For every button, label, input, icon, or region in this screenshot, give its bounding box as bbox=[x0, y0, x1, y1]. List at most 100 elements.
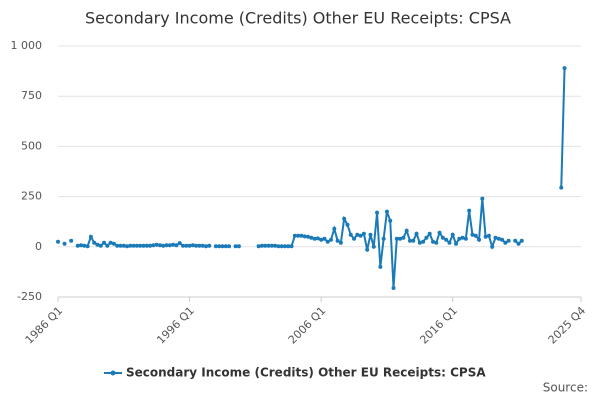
point bbox=[82, 243, 87, 248]
point bbox=[516, 241, 521, 246]
point bbox=[506, 238, 511, 243]
point bbox=[111, 241, 116, 246]
point bbox=[213, 244, 218, 249]
point bbox=[200, 243, 205, 248]
point bbox=[477, 237, 482, 242]
point bbox=[562, 66, 567, 71]
point bbox=[187, 243, 192, 248]
point bbox=[88, 234, 93, 239]
point bbox=[315, 236, 320, 241]
legend-label: Secondary Income (Credits) Other EU Rece… bbox=[126, 366, 486, 380]
point bbox=[358, 233, 363, 238]
point bbox=[434, 240, 439, 245]
point bbox=[263, 243, 268, 248]
point bbox=[444, 237, 449, 242]
point bbox=[417, 240, 422, 245]
x-tick-label: 2016 Q1 bbox=[417, 304, 460, 347]
point bbox=[480, 196, 485, 201]
point bbox=[335, 238, 340, 243]
point bbox=[421, 239, 426, 244]
chart-title: Secondary Income (Credits) Other EU Rece… bbox=[85, 9, 511, 28]
point bbox=[388, 218, 393, 223]
point bbox=[56, 239, 60, 244]
point bbox=[217, 244, 222, 249]
point bbox=[375, 210, 380, 215]
point bbox=[184, 243, 189, 248]
point bbox=[276, 244, 281, 249]
point bbox=[470, 232, 475, 237]
y-tick-label: 750 bbox=[21, 89, 42, 102]
point bbox=[161, 243, 166, 248]
point bbox=[128, 243, 133, 248]
point bbox=[138, 243, 143, 248]
point bbox=[440, 235, 445, 240]
point bbox=[371, 244, 376, 249]
point bbox=[75, 243, 80, 248]
point bbox=[282, 244, 287, 249]
point bbox=[467, 208, 472, 213]
point bbox=[493, 235, 498, 240]
point bbox=[437, 230, 442, 235]
point bbox=[407, 238, 412, 243]
x-tick-label: 1986 Q1 bbox=[23, 304, 66, 347]
point bbox=[95, 242, 100, 247]
point bbox=[486, 233, 491, 238]
point bbox=[319, 237, 324, 242]
point bbox=[457, 236, 462, 241]
point bbox=[125, 244, 130, 249]
point bbox=[289, 244, 294, 249]
point bbox=[92, 240, 97, 245]
point bbox=[148, 243, 153, 248]
point bbox=[401, 235, 406, 240]
point bbox=[384, 209, 389, 214]
x-tick-label: 2006 Q1 bbox=[286, 304, 329, 347]
source: Source: bbox=[543, 381, 588, 395]
point bbox=[194, 243, 199, 248]
point bbox=[144, 243, 149, 248]
point bbox=[227, 244, 232, 249]
point bbox=[463, 236, 468, 241]
point bbox=[69, 238, 74, 243]
point bbox=[157, 243, 162, 248]
point bbox=[483, 234, 488, 239]
y-tick-label: 1 000 bbox=[11, 39, 43, 52]
point bbox=[348, 232, 353, 237]
point bbox=[190, 243, 195, 248]
point bbox=[259, 243, 264, 248]
point bbox=[207, 243, 212, 248]
point bbox=[365, 247, 370, 252]
point bbox=[164, 243, 169, 248]
point bbox=[503, 240, 508, 245]
point bbox=[411, 238, 416, 243]
x-tick-label: 1996 Q1 bbox=[154, 304, 197, 347]
point bbox=[368, 232, 373, 237]
point bbox=[345, 222, 350, 227]
point bbox=[309, 235, 314, 240]
point bbox=[102, 240, 107, 245]
point bbox=[355, 232, 360, 237]
point bbox=[105, 243, 110, 248]
point bbox=[266, 243, 271, 248]
y-tick-label: 500 bbox=[21, 139, 42, 152]
point bbox=[286, 244, 291, 249]
point bbox=[338, 240, 343, 245]
point bbox=[490, 244, 495, 249]
point bbox=[204, 244, 209, 249]
point bbox=[302, 234, 307, 239]
point bbox=[447, 240, 452, 245]
point bbox=[79, 243, 84, 248]
point bbox=[279, 244, 284, 249]
series-line bbox=[77, 68, 566, 289]
point bbox=[352, 236, 357, 241]
point bbox=[414, 231, 419, 236]
point bbox=[180, 243, 185, 248]
point bbox=[500, 237, 505, 242]
point bbox=[496, 236, 501, 241]
point bbox=[115, 243, 120, 248]
point bbox=[154, 242, 159, 247]
point bbox=[513, 238, 518, 243]
point bbox=[62, 241, 67, 246]
point bbox=[519, 238, 524, 243]
point bbox=[460, 235, 465, 240]
point bbox=[342, 216, 347, 221]
